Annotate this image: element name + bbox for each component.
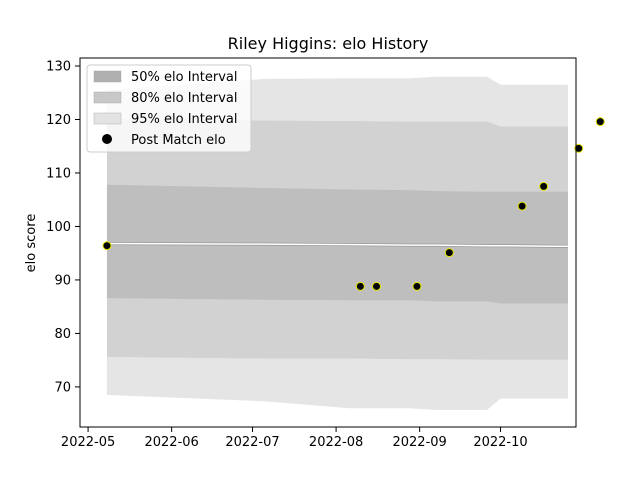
y-tick-label: 120 xyxy=(46,113,71,128)
x-tick-label: 2022-08 xyxy=(309,435,363,450)
x-tick-label: 2022-07 xyxy=(225,435,279,450)
legend-label: 80% elo Interval xyxy=(131,91,238,106)
plot-frame xyxy=(79,57,577,428)
x-tick-label: 2022-06 xyxy=(144,435,198,450)
y-tick-label: 100 xyxy=(46,220,71,235)
legend-swatch xyxy=(93,112,122,125)
y-tick-label: 80 xyxy=(54,327,71,342)
post-match-point xyxy=(412,281,422,291)
legend-label: 50% elo Interval xyxy=(131,70,238,85)
x-tick-label: 2022-05 xyxy=(61,435,115,450)
x-axis-ticks: 2022-05 2022-06 2022-07 2022-08 2022-09 2022-… xyxy=(61,427,528,450)
x-tick-label: 2022-09 xyxy=(392,435,446,450)
post-match-point xyxy=(595,117,605,127)
y-axis-label: elo score xyxy=(24,214,39,273)
post-match-point xyxy=(372,281,382,291)
post-match-point xyxy=(444,248,454,258)
legend-label: 95% elo Interval xyxy=(131,112,238,127)
mean-line xyxy=(106,242,568,247)
legend-swatch xyxy=(93,70,122,83)
chart-title: Riley Higgins: elo History xyxy=(228,34,429,53)
legend-marker xyxy=(102,134,112,144)
x-tick-label: 2022-10 xyxy=(473,435,527,450)
post-match-point xyxy=(539,181,549,191)
y-tick-label: 90 xyxy=(54,273,71,288)
post-match-points xyxy=(102,117,605,291)
post-match-point xyxy=(102,241,112,251)
legend-label: Post Match elo xyxy=(131,133,226,148)
post-match-point xyxy=(574,143,584,153)
y-tick-label: 70 xyxy=(54,380,71,395)
y-tick-label: 130 xyxy=(46,60,71,75)
legend-swatch xyxy=(93,91,122,104)
legend-box xyxy=(86,64,252,153)
post-match-point xyxy=(355,281,365,291)
y-axis-ticks: 70 80 90 100 110 120 130 xyxy=(46,60,80,395)
mean-elo-line xyxy=(106,242,568,248)
legend: 50% elo Interval 80% elo Interval 95% elo … xyxy=(86,64,252,153)
y-tick-label: 110 xyxy=(46,166,71,181)
post-match-point xyxy=(517,201,527,211)
